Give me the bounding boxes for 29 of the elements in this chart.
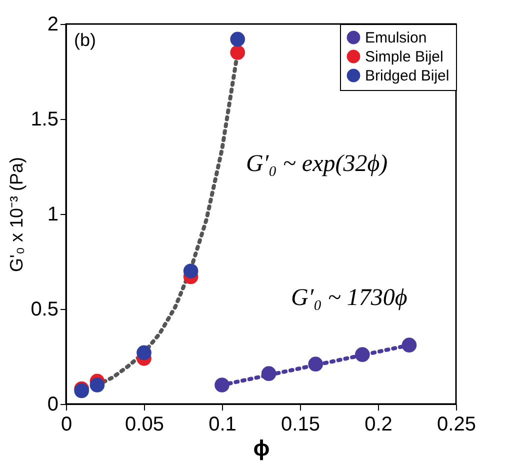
y-tick-label: 1.5 xyxy=(30,108,58,130)
legend-label: Simple Bijel xyxy=(365,48,444,66)
y-tick-label: 0.5 xyxy=(30,298,58,320)
legend-label: Emulsion xyxy=(365,30,427,46)
point xyxy=(136,345,152,360)
point xyxy=(402,338,417,352)
point xyxy=(354,347,370,362)
x-tick-label: 0.2 xyxy=(364,414,392,436)
annotation: (b) xyxy=(74,30,96,50)
point xyxy=(90,378,105,392)
y-axis-title: G'₀ x 10⁻³ (Pa) xyxy=(6,157,27,272)
point xyxy=(230,45,246,60)
x-axis-title: ϕ xyxy=(253,436,270,460)
point xyxy=(261,366,276,381)
y-tick-label: 1 xyxy=(47,204,58,226)
x-tick-label: 0.25 xyxy=(437,414,476,436)
annotation: G′₀ ~ exp(32ϕ) xyxy=(246,151,388,177)
legend-label: Bridged Bijel xyxy=(365,68,450,84)
x-tick-label: 0.05 xyxy=(125,414,164,436)
point xyxy=(308,356,324,372)
y-tick-label: 2 xyxy=(47,14,58,36)
y-tick-label: 0 xyxy=(47,394,58,416)
annotation: G′₀ ~ 1730ϕ xyxy=(291,285,408,311)
point xyxy=(214,378,230,392)
x-tick-label: 0.15 xyxy=(281,414,320,436)
point xyxy=(230,32,246,47)
point xyxy=(183,264,198,278)
x-tick-label: 0 xyxy=(60,414,72,436)
x-tick-label: 0.1 xyxy=(208,414,236,436)
